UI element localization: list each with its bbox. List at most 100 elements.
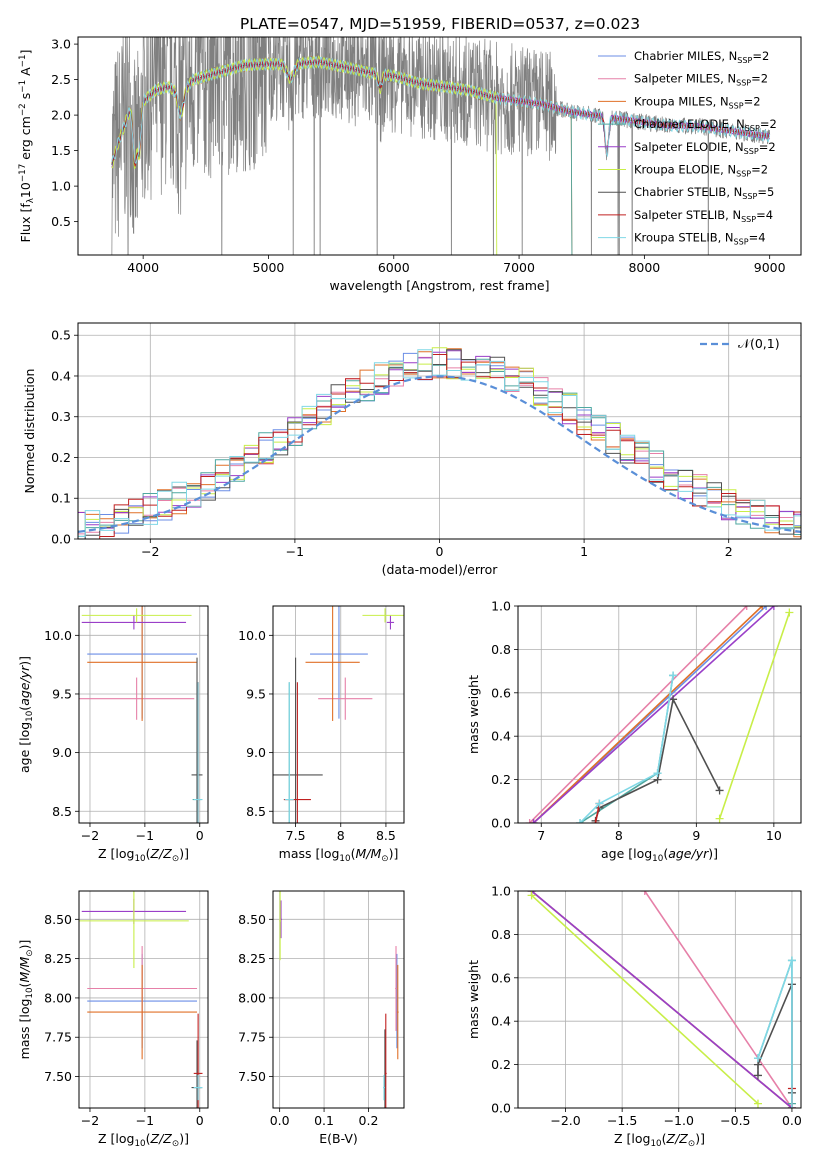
mass-weight-marker [669,671,678,680]
x-tick-label: −1 [136,828,154,843]
residual-histogram-step [78,354,801,539]
errorbar-point [284,682,294,823]
legend-entry: Chabrier ELODIE, NSSP​=2 [634,117,777,133]
axes-border [517,605,802,824]
y-tick-label: 8.25 [238,951,266,966]
errorbar-point [191,657,203,823]
spectrum-panel: 4000 5000 6000 7000 8000 9000 0.5 1.0 1.5 2.0 2.5 3… [18,36,802,293]
mass-weight-marker [787,1104,796,1108]
mass-weight-marker [787,956,796,965]
x-axis-label: E(B-V) [319,1131,358,1146]
mass-weight-marker [762,606,771,610]
errorbar-point [273,657,323,823]
y-tick-label: 8.5 [52,804,72,819]
x-tick-label: 0.1 [314,1113,334,1128]
errorbar-point [383,1074,385,1101]
y-tick-label: 1.0 [491,884,511,899]
x-tick-label: 6000 [378,260,410,275]
axes-frame: −2 −1 0 7.50 7.75 8.00 8.25 8.50 Z [log10​(Z/Z⊙​… [17,890,209,1149]
y-tick-label: 8.00 [238,990,266,1005]
figure-title: PLATE=0547, MJD=51959, FIBERID=0537, z=0… [240,15,640,33]
y-tick-label: 0.6 [491,970,511,985]
y-tick-label: 0.3 [51,409,71,424]
mass-weight-marker [591,819,600,823]
mass-weight-marker [785,608,794,617]
mass-weight-marker [758,606,767,610]
x-tick-label: 0.0 [270,1113,290,1128]
y-tick-label: 8.00 [44,990,72,1005]
x-tick-label: −2.0 [550,1113,580,1128]
axes-frame: 0.0 0.1 0.2 7.50 7.75 8.00 8.25 8.50 E(B-V) [238,890,405,1146]
y-tick-label: 7.75 [238,1030,266,1045]
age-vs-metallicity-panel: −2 −1 0 8.5 9.0 9.5 10.0 Z [log10​(Z/Z⊙​)] age [… [17,605,209,864]
axes-frame: −2 −1 0 1 2 0.0 0.1 0.2 0.3 0.4 0.5 (data-model)/er… [22,322,802,577]
errorbar-point [79,891,189,969]
mass-weight-vs-age-panel: 7 8 9 10 0.0 0.2 0.4 0.6 0.8 1.0 age [log10​(age/y… [466,599,802,864]
age-vs-mass-panel: 7.5 8 8.5 8.5 9.0 9.5 10.0 mass [log10​(M/M⊙​)] [238,605,405,864]
y-axis-label: mass weight [466,675,481,754]
x-tick-label: 8000 [628,260,660,275]
legend-entry: Kroupa MILES, NSSP​=2 [634,94,761,110]
plot-area [79,891,203,1108]
residual-histogram-step [78,349,801,537]
x-tick-label: 0 [436,544,444,559]
x-tick-label: 7.5 [286,828,306,843]
y-tick-label: 3.0 [51,37,71,52]
errorbar-point [310,606,368,719]
y-tick-label: 10.0 [238,628,266,643]
x-axis-label: Z [log10​(Z/Z⊙​)] [98,1131,189,1149]
axes-border [78,605,209,824]
y-tick-label: 8.5 [246,804,266,819]
y-axis-label: Flux [fλ​10−17​ erg cm−2​ s−1​ A−1​] [18,50,36,243]
x-tick-label: 0.2 [359,1113,379,1128]
model-spectrum-line [111,56,771,164]
plot-area [279,891,399,1108]
errorbar-point [396,964,399,1060]
errorbar-point [384,1013,387,1108]
mass-weight-marker [742,606,751,610]
x-tick-label: −1 [136,1113,154,1128]
x-axis-label: mass [log10​(M/M⊙​)] [279,846,399,864]
axes-frame: −2.0 −1.5 −1.0 −0.5 0.0 0.0 0.2 0.4 0.6 0.8 1.0 Z [… [466,884,802,1150]
errorbar-point [79,677,195,720]
legend-entry: Chabrier STELIB, NSSP​=5 [634,185,774,201]
mass-weight-line [532,606,775,823]
mass-vs-ebv-panel: 0.0 0.1 0.2 7.50 7.75 8.00 8.25 8.50 E(B-V) [238,890,405,1146]
y-axis-label: age [log10​(age/yr)] [17,656,35,773]
x-tick-label: 7000 [503,260,535,275]
x-tick-label: 5000 [253,260,285,275]
y-tick-label: 0.5 [51,214,71,229]
y-tick-label: 7.75 [44,1030,72,1045]
x-tick-label: −2 [141,544,159,559]
mass-weight-marker [595,799,604,808]
x-tick-label: −1 [286,544,304,559]
axes-border [272,605,405,824]
y-tick-label: 7.50 [238,1069,266,1084]
x-tick-label: 1 [580,544,588,559]
x-tick-label: 9 [692,828,700,843]
residual-histogram-step [78,347,801,532]
mass-weight-line [579,675,674,823]
residual-histogram-step [78,349,801,539]
x-tick-label: 8.5 [376,828,396,843]
mass-weight-marker [527,891,536,900]
histogram-legend: 𝒩(0,1) [700,336,780,351]
y-tick-label: 8.50 [238,912,266,927]
y-tick-label: 9.5 [246,686,266,701]
x-tick-label: 2 [725,544,733,559]
mass-weight-marker [669,695,678,704]
mass-weight-marker [715,814,724,823]
mass-weight-marker [769,606,778,610]
x-tick-label: 0 [196,828,204,843]
mass-weight-line [531,894,759,1105]
x-axis-label: Z [log10​(Z/Z⊙​)] [614,1131,705,1149]
plot-area [111,37,771,255]
mass-weight-line [531,891,793,1108]
normal-reference-curve [78,375,801,533]
mass-vs-metallicity-panel: −2 −1 0 7.50 7.75 8.00 8.25 8.50 Z [log10​(Z/Z⊙​… [17,890,209,1149]
x-tick-label: 9000 [754,260,786,275]
y-tick-label: 10.0 [44,628,72,643]
y-tick-label: 0.8 [491,927,511,942]
